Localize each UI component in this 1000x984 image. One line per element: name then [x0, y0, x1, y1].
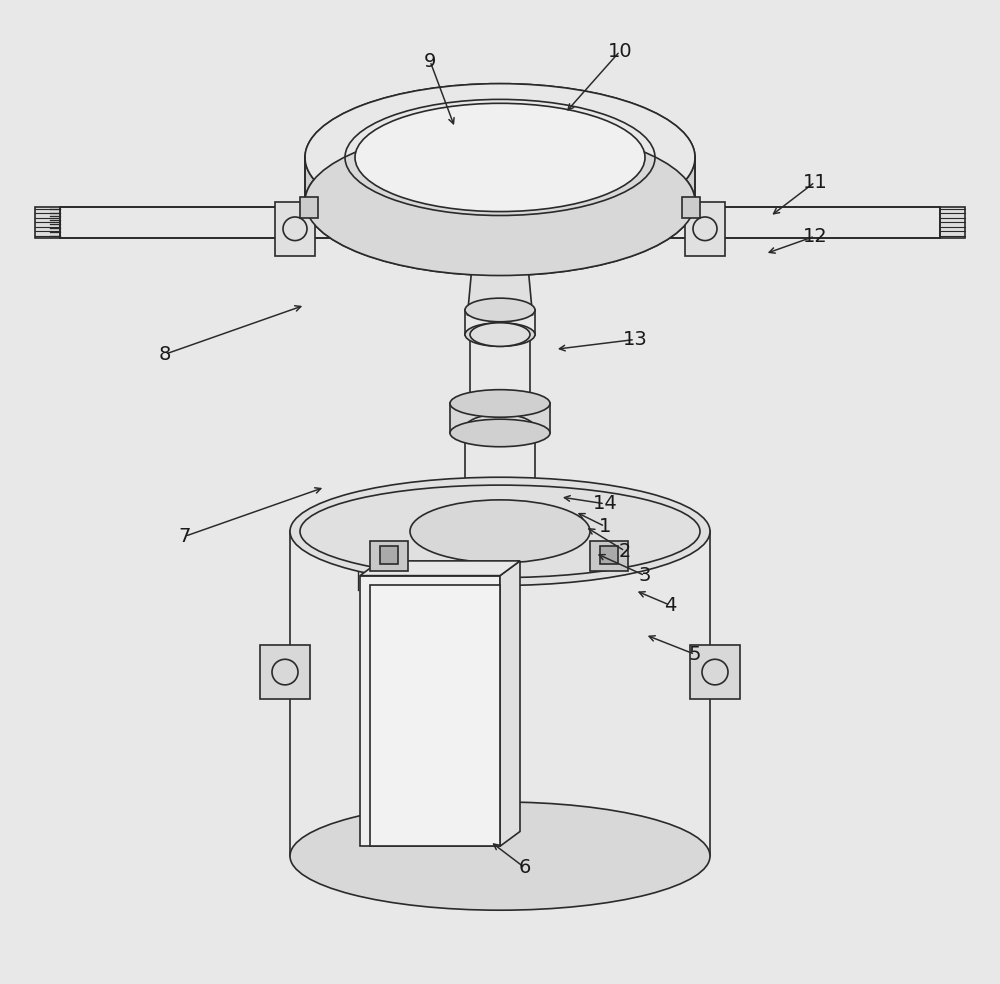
Bar [682, 197, 700, 218]
Ellipse shape [290, 802, 710, 910]
Text: 11: 11 [803, 172, 827, 192]
Bar [690, 646, 740, 699]
Polygon shape [290, 531, 710, 856]
Bar [370, 541, 408, 571]
Text: 8: 8 [159, 344, 171, 364]
Bar [940, 207, 965, 238]
Ellipse shape [290, 477, 710, 585]
Text: 12: 12 [803, 226, 827, 246]
Bar [370, 585, 500, 846]
Bar [450, 403, 550, 433]
Text: 9: 9 [424, 51, 436, 71]
Text: 14: 14 [593, 494, 617, 514]
Polygon shape [305, 157, 695, 202]
Bar [275, 202, 315, 256]
Bar [465, 428, 535, 536]
Bar [35, 207, 60, 238]
Ellipse shape [465, 298, 535, 322]
Polygon shape [500, 561, 520, 846]
Text: 10: 10 [608, 41, 632, 61]
Ellipse shape [450, 419, 550, 447]
Ellipse shape [465, 323, 535, 346]
Bar [300, 197, 318, 218]
Ellipse shape [305, 84, 695, 231]
Ellipse shape [305, 128, 695, 276]
Text: 1: 1 [599, 517, 611, 536]
Text: 2: 2 [619, 541, 631, 561]
Polygon shape [468, 207, 532, 315]
Ellipse shape [355, 103, 645, 212]
Ellipse shape [410, 500, 590, 563]
Text: 6: 6 [519, 858, 531, 878]
Ellipse shape [305, 84, 695, 231]
Ellipse shape [470, 323, 530, 346]
Ellipse shape [465, 414, 535, 442]
Text: 3: 3 [639, 566, 651, 585]
Text: 5: 5 [689, 645, 701, 664]
Bar [470, 335, 530, 413]
Ellipse shape [305, 128, 695, 276]
Text: 4: 4 [664, 595, 676, 615]
Bar [60, 207, 940, 238]
Text: 13: 13 [623, 330, 647, 349]
Bar [590, 541, 628, 571]
Text: 7: 7 [179, 526, 191, 546]
Bar [360, 576, 500, 846]
Bar [380, 546, 398, 564]
Polygon shape [360, 561, 520, 576]
Bar [260, 646, 310, 699]
Bar [685, 202, 725, 256]
Ellipse shape [450, 390, 550, 417]
Ellipse shape [465, 523, 535, 550]
Bar [600, 546, 618, 564]
Ellipse shape [470, 401, 530, 425]
